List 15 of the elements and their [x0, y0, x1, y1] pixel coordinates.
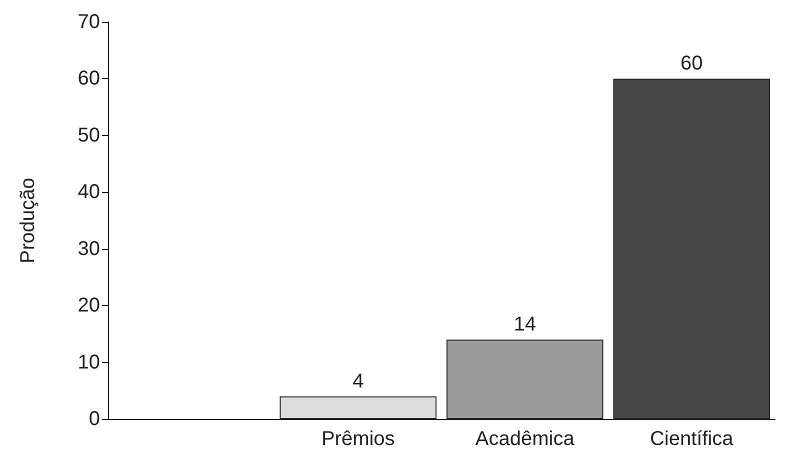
y-tick-label: 10 — [78, 351, 100, 374]
y-tick-label: 40 — [78, 181, 100, 204]
data-label: 4 — [352, 370, 364, 392]
x-tick-label: Acadêmica — [475, 428, 576, 450]
x-tick-label: Prêmios — [321, 428, 395, 450]
y-tick-label: 30 — [78, 238, 100, 260]
y-tick-label: 70 — [78, 11, 100, 33]
y-tick-label: 50 — [78, 124, 100, 146]
data-label: 60 — [680, 52, 703, 75]
y-tick-label: 60 — [78, 68, 100, 90]
y-axis-title: Produção — [17, 178, 39, 264]
x-tick-label: Científica — [650, 428, 734, 450]
y-tick-label: 0 — [88, 408, 100, 430]
y-tick-label: 20 — [78, 294, 100, 317]
data-label: 14 — [514, 314, 536, 336]
